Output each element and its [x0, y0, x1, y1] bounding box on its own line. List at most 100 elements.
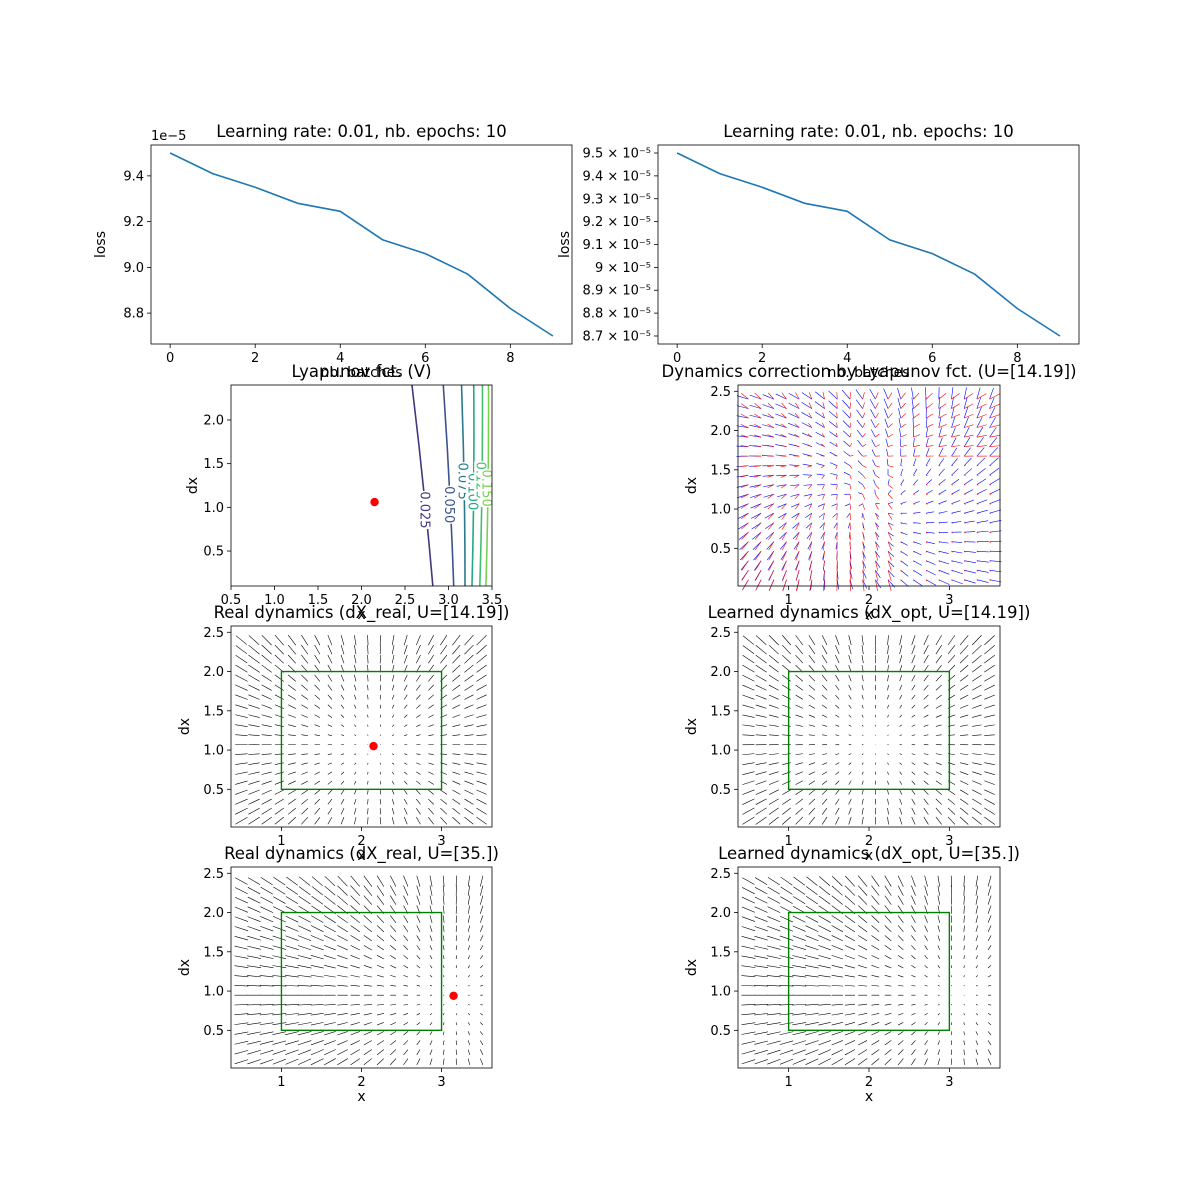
y-tick-label: 2.5 [710, 867, 731, 882]
vector-arrow [849, 522, 851, 531]
vector-arrow [403, 984, 409, 987]
vector-arrow [951, 500, 961, 504]
vector-arrow [959, 654, 969, 664]
vector-arrow [925, 560, 928, 563]
vector-arrow [272, 1022, 287, 1026]
vector-arrow [871, 1049, 880, 1056]
vector-arrow [792, 1058, 806, 1065]
vector-arrow [781, 522, 787, 530]
vector-arrow [938, 560, 950, 565]
vector-arrow [464, 789, 474, 795]
vector-arrow [911, 955, 916, 960]
vector-arrow [831, 974, 843, 978]
vector-arrow [367, 789, 369, 795]
vector-arrow [363, 1003, 372, 1006]
vector-arrow [900, 522, 902, 525]
vector-arrow [883, 388, 889, 400]
vector-arrow [972, 753, 982, 756]
vector-arrow [913, 569, 923, 576]
vector-arrow [755, 704, 767, 709]
vector-arrow [822, 522, 825, 531]
chart-title: Learned dynamics (dX_opt, U=[14.19]) [708, 603, 1031, 623]
vector-arrow [749, 484, 762, 488]
vector-arrow [443, 1004, 445, 1006]
vector-arrow [951, 403, 960, 409]
vector-arrow [987, 975, 992, 978]
y-tick-label: 2.0 [203, 906, 224, 921]
vector-arrow [234, 1013, 249, 1016]
vector-arrow [861, 655, 864, 664]
vector-arrow [403, 634, 408, 646]
vector-arrow [442, 1013, 445, 1016]
vector-arrow [923, 635, 929, 646]
contour-label-bg [442, 485, 457, 524]
vector-arrow [844, 885, 856, 896]
vector-arrow [742, 704, 755, 709]
vector-arrow [337, 915, 348, 924]
vector-arrow [976, 541, 979, 543]
vector-arrow [835, 771, 840, 775]
vector-arrow [795, 551, 800, 561]
vector-arrow [464, 664, 474, 673]
vector-arrow [950, 985, 953, 987]
vector-arrow [808, 684, 816, 691]
vector-arrow [248, 644, 260, 655]
vector-arrow [938, 417, 942, 428]
vector-arrow [403, 654, 408, 664]
vector-arrow [429, 1040, 433, 1046]
vector-arrow [354, 635, 357, 646]
vector-arrow [925, 403, 934, 409]
vector-arrow [884, 408, 889, 419]
vector-arrow [884, 895, 892, 905]
vector-arrow [416, 817, 421, 825]
vector-arrow [742, 780, 755, 785]
vector-arrow [247, 1049, 261, 1055]
vector-arrow [963, 560, 966, 563]
vector-arrow [390, 925, 397, 933]
vector-arrow [834, 454, 838, 457]
vector-arrow [403, 965, 409, 969]
vector-arrow [809, 570, 813, 581]
vector-arrow [844, 1012, 856, 1016]
vector-arrow [861, 780, 864, 785]
vector-arrow [831, 915, 844, 924]
vector-arrow [779, 925, 794, 932]
vector-arrow [776, 474, 787, 477]
vector-arrow [964, 520, 975, 523]
vector-arrow [247, 1040, 261, 1045]
vector-arrow [802, 453, 812, 457]
vector-arrow [897, 974, 904, 978]
vector-arrow [989, 499, 1001, 504]
vector-arrow [782, 560, 787, 571]
vector-arrow [872, 459, 876, 466]
vector-arrow [285, 915, 299, 923]
x-tick-label: 2 [865, 834, 873, 849]
vector-arrow [234, 1031, 249, 1035]
vector-arrow [923, 807, 929, 815]
vector-arrow [884, 1031, 892, 1036]
vector-arrow [857, 450, 863, 457]
vector-arrow [768, 807, 779, 815]
vector-arrow [340, 654, 345, 664]
vector-arrow [871, 895, 880, 905]
vector-arrow [768, 570, 775, 581]
y-axis-label: loss [557, 231, 573, 258]
vector-arrow [808, 674, 816, 682]
vector-arrow [835, 753, 840, 756]
vector-arrow [804, 503, 813, 508]
vector-arrow [808, 762, 816, 766]
vector-arrow [887, 789, 889, 795]
vector-arrow [808, 798, 816, 805]
vector-arrow [480, 965, 484, 969]
vector-arrow [377, 1003, 384, 1006]
vector-arrow [467, 1058, 470, 1065]
vector-arrow [925, 424, 934, 428]
vector-arrow [285, 955, 299, 960]
vector-arrow [782, 807, 791, 815]
vector-arrow [288, 762, 296, 765]
vector-arrow [376, 945, 385, 951]
vector-arrow [301, 789, 309, 795]
vector-arrow [480, 1049, 484, 1056]
vector-arrow [363, 1022, 372, 1026]
vector-arrow [858, 925, 868, 933]
